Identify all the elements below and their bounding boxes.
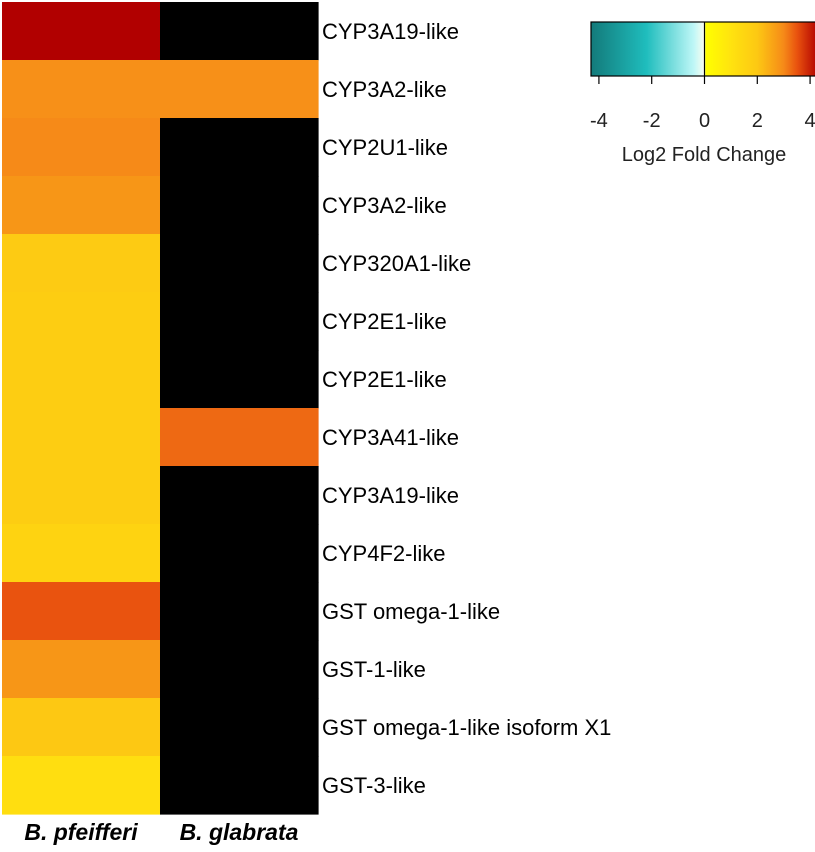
legend-title: Log2 Fold Change [622,144,787,166]
heatmap-cell [2,2,161,61]
heatmap-cell [160,2,319,61]
heatmap-cell [160,292,319,351]
row-label: GST-3-like [322,773,426,798]
heatmap-cell [160,640,319,699]
heatmap-cell [2,118,161,177]
heatmap-cell [160,698,319,757]
row-label: CYP2E1-like [322,367,447,392]
row-label: GST omega-1-like [322,599,500,624]
row-label: GST omega-1-like isoform X1 [322,715,611,740]
heatmap-cell [160,60,319,119]
heatmap-cell [2,466,161,525]
heatmap-cell [2,408,161,467]
heatmap-cell [160,582,319,641]
legend-color-bar [590,21,815,77]
legend-tick-label: -2 [643,110,661,132]
row-label: CYP2E1-like [322,309,447,334]
heatmap-cells [2,2,319,815]
heatmap-cell [160,350,319,409]
column-labels: B. pfeifferi B. glabrata [24,819,298,845]
heatmap-cell [2,60,161,119]
heatmap-cell [160,234,319,293]
legend-tick-label: 0 [699,110,710,132]
heatmap-cell [160,408,319,467]
legend-tick-label: 2 [752,110,763,132]
heatmap-cell [2,640,161,699]
heatmap-cell [160,524,319,583]
row-label: CYP2U1-like [322,135,448,160]
heatmap-cell [160,176,319,235]
row-labels: CYP3A19-like CYP3A2-like CYP2U1-like CYP3A2… [322,19,611,798]
row-label: CYP3A19-like [322,483,459,508]
row-label: CYP3A2-like [322,193,447,218]
heatmap-cell [2,234,161,293]
legend-tick-label: -4 [590,110,608,132]
heatmap-cell [2,756,161,815]
heatmap-cell [2,176,161,235]
legend-ticks: -4 -2 0 2 4 [590,76,815,132]
row-label: CYP4F2-like [322,541,445,566]
heatmap-cell [2,582,161,641]
column-label: B. pfeifferi [24,819,138,845]
row-label: GST-1-like [322,657,426,682]
heatmap-cell [2,698,161,757]
legend-tick-label: 4 [805,110,815,132]
heatmap-cell [2,292,161,351]
row-label: CYP320A1-like [322,251,471,276]
color-legend: -4 -2 0 2 4 Log2 Fold Change [590,21,815,166]
row-label: CYP3A41-like [322,425,459,450]
heatmap-cell [2,350,161,409]
row-label: CYP3A19-like [322,19,459,44]
row-label: CYP3A2-like [322,77,447,102]
heatmap-cell [160,118,319,177]
heatmap-cell [2,524,161,583]
heatmap-cell [160,466,319,525]
heatmap-cell [160,756,319,815]
column-label: B. glabrata [180,819,299,845]
